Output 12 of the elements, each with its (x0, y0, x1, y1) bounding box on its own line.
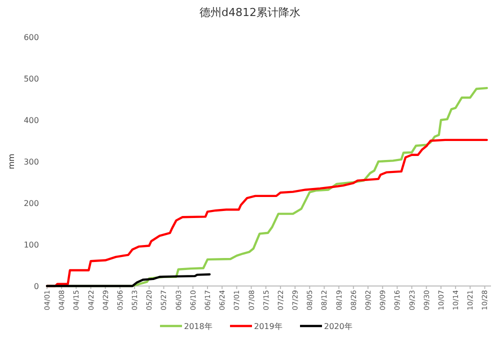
legend-label: 2020年 (324, 322, 352, 331)
y-tick-label: 500 (24, 74, 39, 84)
y-tick-label: 600 (24, 33, 39, 42)
y-tick-label: 300 (24, 158, 39, 166)
legend-label: 2018年 (184, 322, 212, 331)
title: 德州d4812累计降水 (200, 6, 300, 19)
y-axis-title: mm (7, 154, 16, 170)
y-tick-label: 200 (24, 199, 39, 208)
legend-label: 2019年 (254, 322, 282, 331)
y-tick-label: 400 (24, 116, 39, 125)
y-tick-label: 0 (34, 282, 39, 291)
y-tick-label: 100 (24, 240, 39, 250)
